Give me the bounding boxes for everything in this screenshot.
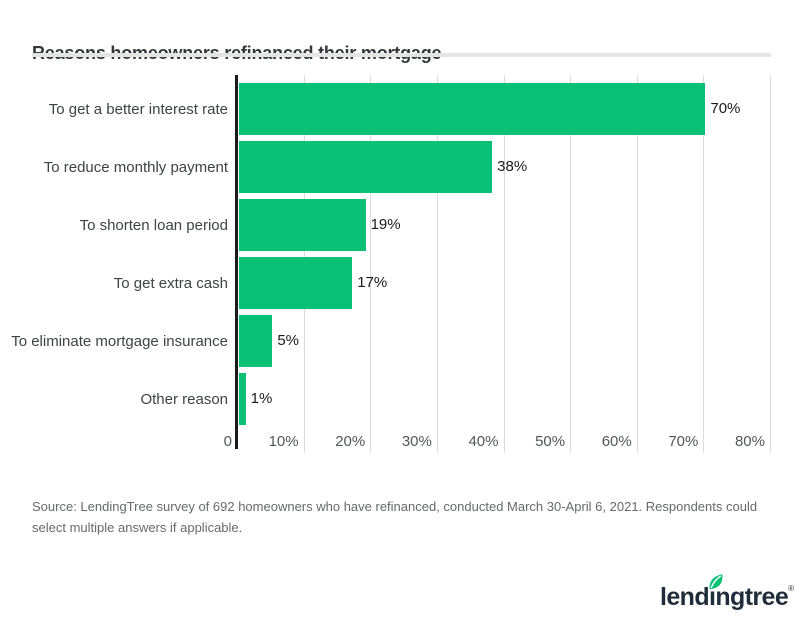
gridline: [770, 75, 771, 453]
x-tick-label: 60%: [601, 433, 632, 450]
category-label: To get extra cash: [113, 274, 228, 292]
bar-row: To get extra cash 17%: [0, 257, 800, 309]
title-divider: [32, 53, 771, 57]
bar-chart: To get a better interest rate 70% To reduc…: [0, 75, 800, 453]
gridline: [570, 75, 572, 453]
logo-text-lend: lend: [660, 583, 710, 611]
logo-dotless-i: ı: [709, 583, 716, 611]
bar-row: To eliminate mortgage insurance 5%: [0, 315, 800, 367]
value-label: 1%: [250, 390, 273, 407]
bar: [239, 373, 246, 425]
category-label: To shorten loan period: [79, 216, 228, 234]
logo-leaf-i: ı: [709, 574, 723, 612]
x-tick-label: 80%: [734, 433, 765, 450]
x-tick-label: 70%: [668, 433, 699, 450]
x-tick-label: 30%: [401, 433, 432, 450]
lendingtree-logo: lend ıngtree®: [660, 574, 795, 612]
category-label: To reduce monthly payment: [43, 158, 228, 176]
gridline: [503, 75, 505, 453]
bar-row: To get a better interest rate 70%: [0, 83, 800, 135]
bar-row: To shorten loan period 19%: [0, 199, 800, 251]
gridline: [370, 75, 372, 453]
category-label: To get a better interest rate: [48, 100, 228, 118]
bar: [239, 315, 273, 367]
leaf-icon: [709, 574, 723, 590]
gridline: [636, 75, 638, 453]
logo-text-ngtree: ngtree: [715, 583, 789, 611]
registered-mark: ®: [788, 584, 795, 593]
bar: [239, 141, 493, 193]
gridline: [703, 75, 705, 453]
x-tick-label: 40%: [468, 433, 499, 450]
value-label: 17%: [357, 274, 388, 291]
value-label: 19%: [370, 216, 401, 233]
category-label: Other reason: [140, 390, 228, 408]
y-axis-line: [235, 75, 238, 449]
x-tick-label: 20%: [335, 433, 366, 450]
value-label: 5%: [277, 332, 299, 349]
bar: [239, 83, 706, 135]
bar-row: To reduce monthly payment 38%: [0, 141, 800, 193]
gridline: [436, 75, 438, 453]
x-tick-label: 50%: [535, 433, 566, 450]
bar-row: Other reason 1%: [0, 373, 800, 425]
value-label: 38%: [497, 158, 528, 175]
category-label: To eliminate mortgage insurance: [11, 332, 228, 350]
value-label: 70%: [710, 100, 741, 117]
bar: [239, 199, 366, 251]
source-note: Source: LendingTree survey of 692 homeow…: [32, 499, 758, 536]
x-tick-label: 0: [223, 433, 232, 450]
x-tick-label: 10%: [268, 433, 299, 450]
bar: [239, 257, 353, 309]
